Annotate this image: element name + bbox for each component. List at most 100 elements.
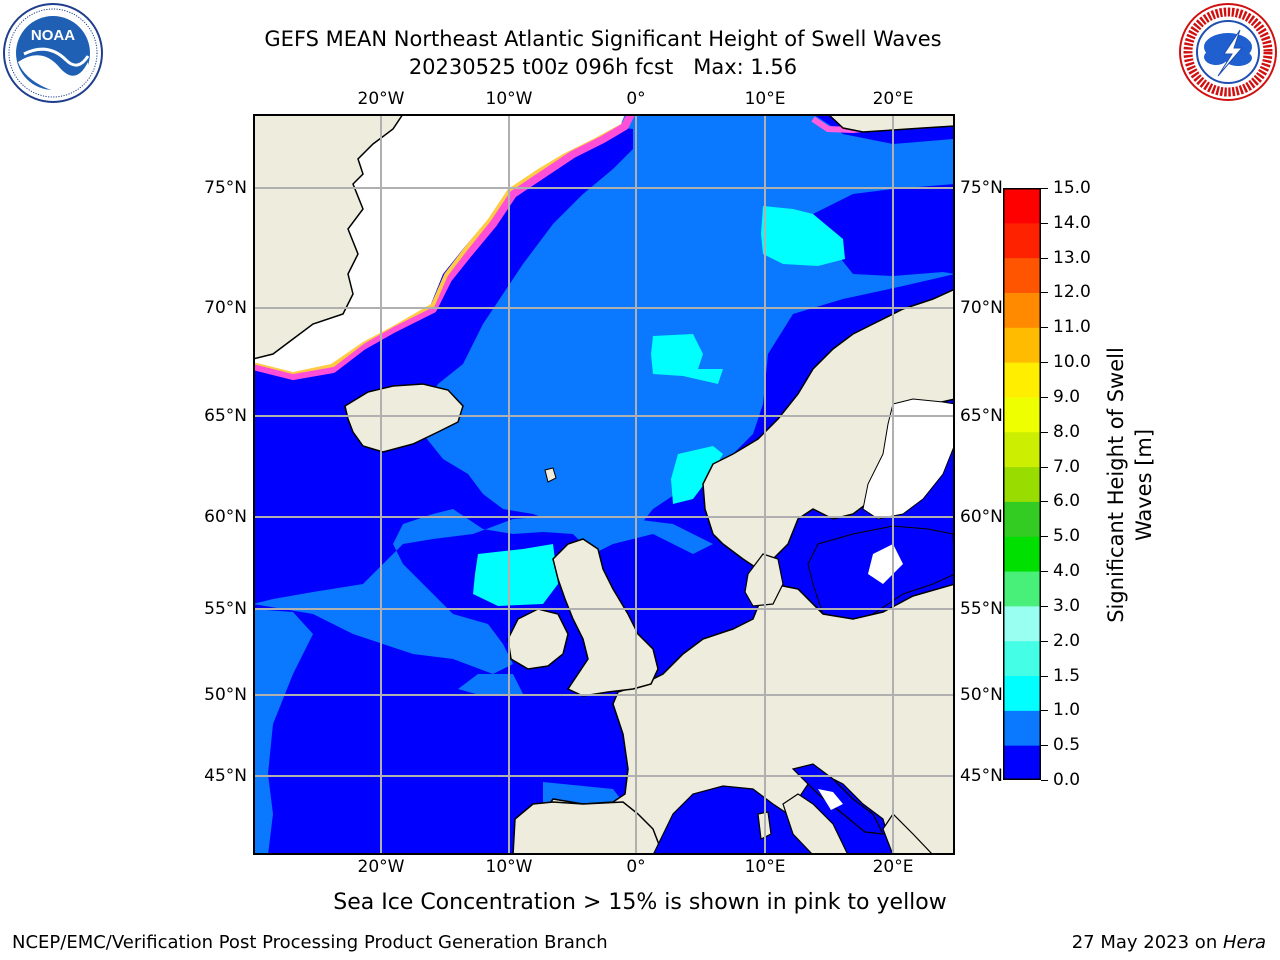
sea-ice-note: Sea Ice Concentration > 15% is shown in …: [333, 890, 947, 915]
lat-label-left: 50°N: [204, 685, 247, 705]
colorbar-tick-mark: [1041, 257, 1048, 259]
colorbar-swatch: [1003, 640, 1041, 677]
footer-date-text: 27 May 2023 on: [1071, 932, 1223, 953]
colorbar-tick-mark: [1041, 640, 1048, 642]
lat-label-left: 75°N: [204, 178, 247, 198]
lon-label-bottom: 0°: [626, 857, 646, 877]
lon-label-bottom: 10°E: [744, 857, 786, 877]
colorbar-tick-label: 8.0: [1053, 421, 1081, 442]
colorbar-tick-label: 7.0: [1053, 456, 1081, 477]
colorbar-swatch: [1003, 605, 1041, 642]
footer-credit: NCEP/EMC/Verification Post Processing Pr…: [12, 932, 608, 953]
colorbar-swatch: [1003, 188, 1041, 224]
colorbar-swatch: [1003, 745, 1041, 781]
lon-label-top: 0°: [626, 89, 646, 109]
iberia-land: [512, 801, 665, 856]
faroe-islands: [544, 467, 557, 483]
lat-label-left: 65°N: [204, 406, 247, 426]
lon-label-top: 20°E: [872, 89, 914, 109]
colorbar-swatch: [1003, 362, 1041, 398]
nws-logo: [1178, 2, 1278, 102]
iceland-land: [344, 383, 464, 453]
lon-label-top: 10°W: [485, 89, 533, 109]
lat-label-left: 45°N: [204, 766, 247, 786]
colorbar-swatch: [1003, 571, 1041, 607]
colorbar-tick-mark: [1041, 327, 1048, 329]
swell-field-0-5-1-0-channel: [458, 674, 523, 696]
colorbar-swatch: [1003, 466, 1041, 502]
noaa-logo: NOAA: [2, 2, 104, 104]
lon-label-top: 10°E: [744, 89, 786, 109]
colorbar-tick-label: 5.0: [1053, 526, 1081, 547]
colorbar-tick-mark: [1041, 431, 1048, 433]
swell-height-map: [252, 112, 956, 856]
colorbar-tick-label: 3.0: [1053, 595, 1081, 616]
colorbar-tick-label: 15.0: [1053, 178, 1091, 198]
colorbar-tick-mark: [1041, 675, 1048, 677]
map-frame: [253, 114, 955, 855]
footer-date: 27 May 2023 on Hera: [1072, 932, 1266, 953]
colorbar-title-line2: Waves [m]: [1132, 428, 1156, 542]
colorbar-tick-mark: [1041, 501, 1048, 503]
colorbar-swatch: [1003, 675, 1041, 711]
colorbar-tick-mark: [1041, 710, 1048, 712]
lat-label-left: 60°N: [204, 507, 247, 527]
colorbar-swatch: [1003, 327, 1041, 363]
swell-field-0-5-1-0-west: [253, 609, 313, 855]
colorbar-tick-mark: [1041, 571, 1048, 573]
lat-label-right: 75°N: [960, 178, 1003, 198]
colorbar-tick-label: 4.0: [1053, 561, 1081, 582]
colorbar-tick-mark: [1041, 222, 1048, 224]
colorbar-tick-mark: [1041, 466, 1048, 468]
colorbar-tick-label: 14.0: [1053, 212, 1091, 233]
footer-host: Hera: [1222, 932, 1266, 953]
colorbar-tick-label: 12.0: [1053, 282, 1091, 303]
colorbar-tick-label: 0.0: [1053, 770, 1081, 790]
lon-label-top: 20°W: [357, 89, 405, 109]
noaa-logo-text: NOAA: [31, 27, 75, 44]
colorbar-tick-mark: [1041, 396, 1048, 398]
swell-field-0-5-1-0-biscay: [543, 782, 623, 804]
colorbar-tick-mark: [1041, 188, 1048, 189]
colorbar-tick-mark: [1041, 362, 1048, 364]
greenland-land: [252, 113, 405, 360]
italy-land: [782, 793, 849, 856]
europe-land: [542, 583, 956, 856]
colorbar-tick-mark: [1041, 536, 1048, 538]
colorbar-tick-mark: [1041, 780, 1048, 781]
colorbar-tick-label: 1.0: [1053, 700, 1081, 721]
lat-label-right: 55°N: [960, 599, 1003, 619]
swell-field-1-0-1-5-barents: [761, 206, 845, 266]
colorbar-tick-label: 1.5: [1053, 665, 1081, 686]
lon-label-bottom: 20°E: [872, 857, 914, 877]
graticule: [253, 114, 955, 855]
chart-title: GEFS MEAN Northeast Atlantic Significant…: [264, 27, 942, 51]
baltic-no-data: [862, 398, 956, 520]
colorbar-tick-label: 0.5: [1053, 735, 1081, 756]
colorbar-swatches: [1003, 188, 1041, 781]
swell-field-1-0-1-5-norway-coast: [671, 446, 723, 504]
map-panel: [252, 112, 956, 856]
chart-subtitle: 20230525 t00z 096h fcst Max: 1.56: [408, 55, 798, 79]
colorbar-swatch: [1003, 257, 1041, 293]
colorbar-tick-label: 13.0: [1053, 247, 1091, 268]
colorbar-swatch: [1003, 292, 1041, 328]
lat-label-right: 60°N: [960, 507, 1003, 527]
colorbar-tick-label: 2.0: [1053, 630, 1081, 651]
colorbar-title-line1: Significant Height of Swell: [1104, 347, 1128, 623]
colorbar-tick-label: 10.0: [1053, 352, 1091, 373]
baltic-no-data-2: [868, 544, 903, 584]
colorbar-swatch: [1003, 536, 1041, 572]
colorbar-tick-label: 6.0: [1053, 491, 1081, 512]
colorbar-title: Significant Height of Swell Waves [m]: [1102, 347, 1158, 623]
swell-field-1-0-1-5-rockall: [473, 544, 558, 606]
swell-field-1-0-1-5-norwegian: [651, 334, 723, 384]
colorbar-swatch: [1003, 501, 1041, 537]
colorbar-swatch: [1003, 710, 1041, 746]
colorbar-tick-label: 9.0: [1053, 386, 1081, 407]
colorbar-tick-mark: [1041, 605, 1048, 607]
lat-label-left: 55°N: [204, 599, 247, 619]
colorbar-swatch: [1003, 431, 1041, 468]
lon-label-bottom: 20°W: [357, 857, 405, 877]
colorbar-tick-label: 11.0: [1053, 317, 1091, 338]
